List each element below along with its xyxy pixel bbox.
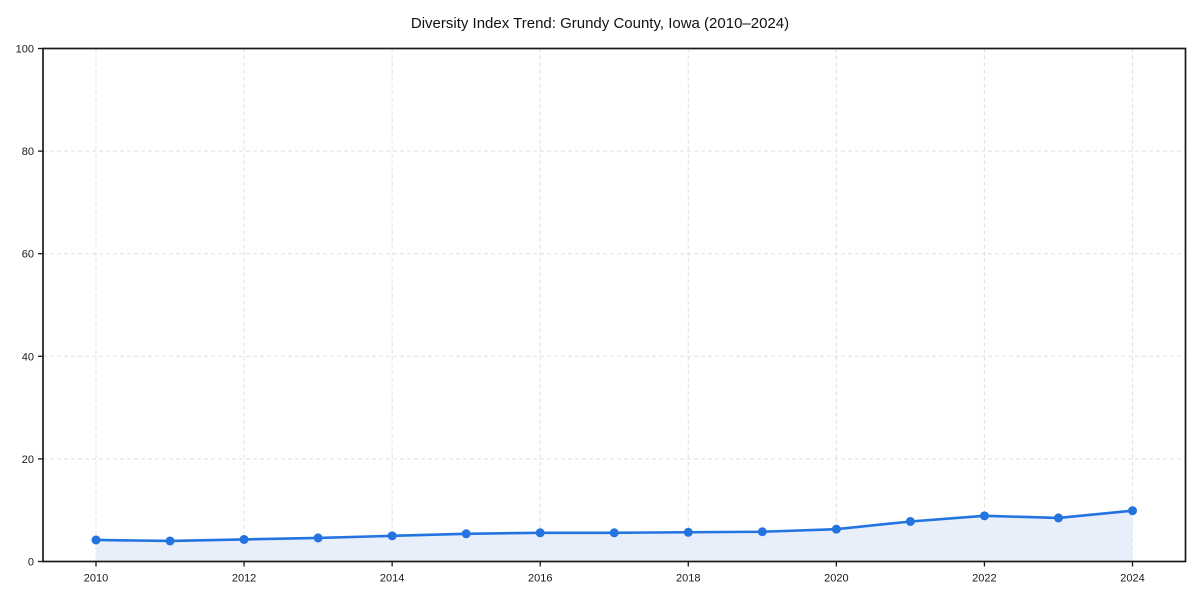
data-point-2020 xyxy=(831,524,841,534)
x-tick-label: 2024 xyxy=(1120,573,1144,585)
data-point-2010 xyxy=(91,535,101,545)
plot-frame xyxy=(42,47,1187,563)
data-point-2013 xyxy=(313,533,323,543)
data-point-2024 xyxy=(1128,506,1137,516)
data-point-2018 xyxy=(683,527,693,537)
data-point-2023 xyxy=(1053,513,1063,523)
x-tick-label: 2018 xyxy=(676,573,700,585)
x-tick-label: 2010 xyxy=(84,573,108,585)
data-point-2022 xyxy=(979,511,989,521)
data-point-2021 xyxy=(905,516,915,526)
data-point-2011 xyxy=(165,536,175,546)
data-point-2017 xyxy=(609,528,619,538)
x-tick-label: 2012 xyxy=(232,573,256,585)
x-tick-label: 2020 xyxy=(824,573,848,585)
x-tick-label: 2016 xyxy=(528,573,552,585)
data-point-2015 xyxy=(461,529,471,539)
y-tick-label: 60 xyxy=(22,249,34,261)
data-point-2014 xyxy=(387,531,397,541)
x-tick-label: 2014 xyxy=(380,573,404,585)
y-tick-label: 0 xyxy=(28,557,34,569)
data-point-2012 xyxy=(239,534,249,544)
x-tick-label: 2022 xyxy=(972,573,996,585)
data-point-2019 xyxy=(757,527,767,537)
y-tick-label: 80 xyxy=(22,146,34,158)
y-tick-label: 40 xyxy=(22,351,34,363)
y-tick-label: 20 xyxy=(22,454,34,466)
data-point-2016 xyxy=(535,528,545,538)
y-tick-label: 100 xyxy=(16,44,34,56)
chart-title: Diversity Index Trend: Grundy County, Io… xyxy=(410,15,790,32)
